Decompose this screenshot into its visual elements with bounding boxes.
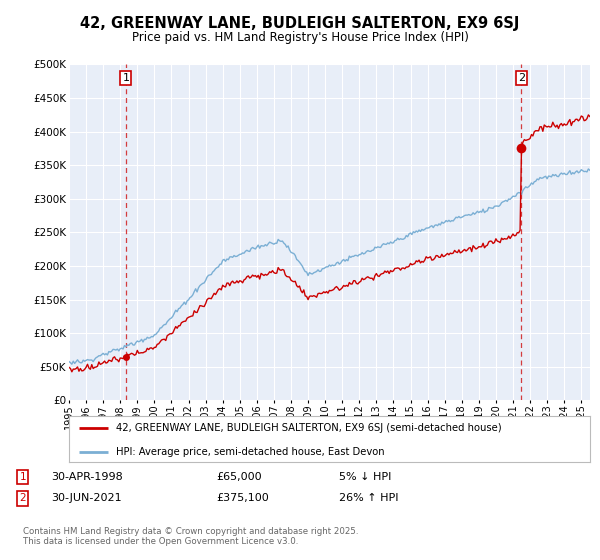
Text: 30-APR-1998: 30-APR-1998 — [51, 472, 123, 482]
Text: 2: 2 — [19, 493, 26, 503]
Text: 30-JUN-2021: 30-JUN-2021 — [51, 493, 122, 503]
Text: 1: 1 — [19, 472, 26, 482]
Text: 42, GREENWAY LANE, BUDLEIGH SALTERTON, EX9 6SJ: 42, GREENWAY LANE, BUDLEIGH SALTERTON, E… — [80, 16, 520, 31]
Text: Price paid vs. HM Land Registry's House Price Index (HPI): Price paid vs. HM Land Registry's House … — [131, 31, 469, 44]
Text: 26% ↑ HPI: 26% ↑ HPI — [339, 493, 398, 503]
Text: £65,000: £65,000 — [216, 472, 262, 482]
Text: 2: 2 — [518, 73, 525, 83]
Text: £375,100: £375,100 — [216, 493, 269, 503]
Text: Contains HM Land Registry data © Crown copyright and database right 2025.
This d: Contains HM Land Registry data © Crown c… — [23, 527, 358, 546]
Text: 1: 1 — [122, 73, 130, 83]
Text: 5% ↓ HPI: 5% ↓ HPI — [339, 472, 391, 482]
Text: HPI: Average price, semi-detached house, East Devon: HPI: Average price, semi-detached house,… — [116, 447, 385, 457]
Text: 42, GREENWAY LANE, BUDLEIGH SALTERTON, EX9 6SJ (semi-detached house): 42, GREENWAY LANE, BUDLEIGH SALTERTON, E… — [116, 423, 502, 433]
